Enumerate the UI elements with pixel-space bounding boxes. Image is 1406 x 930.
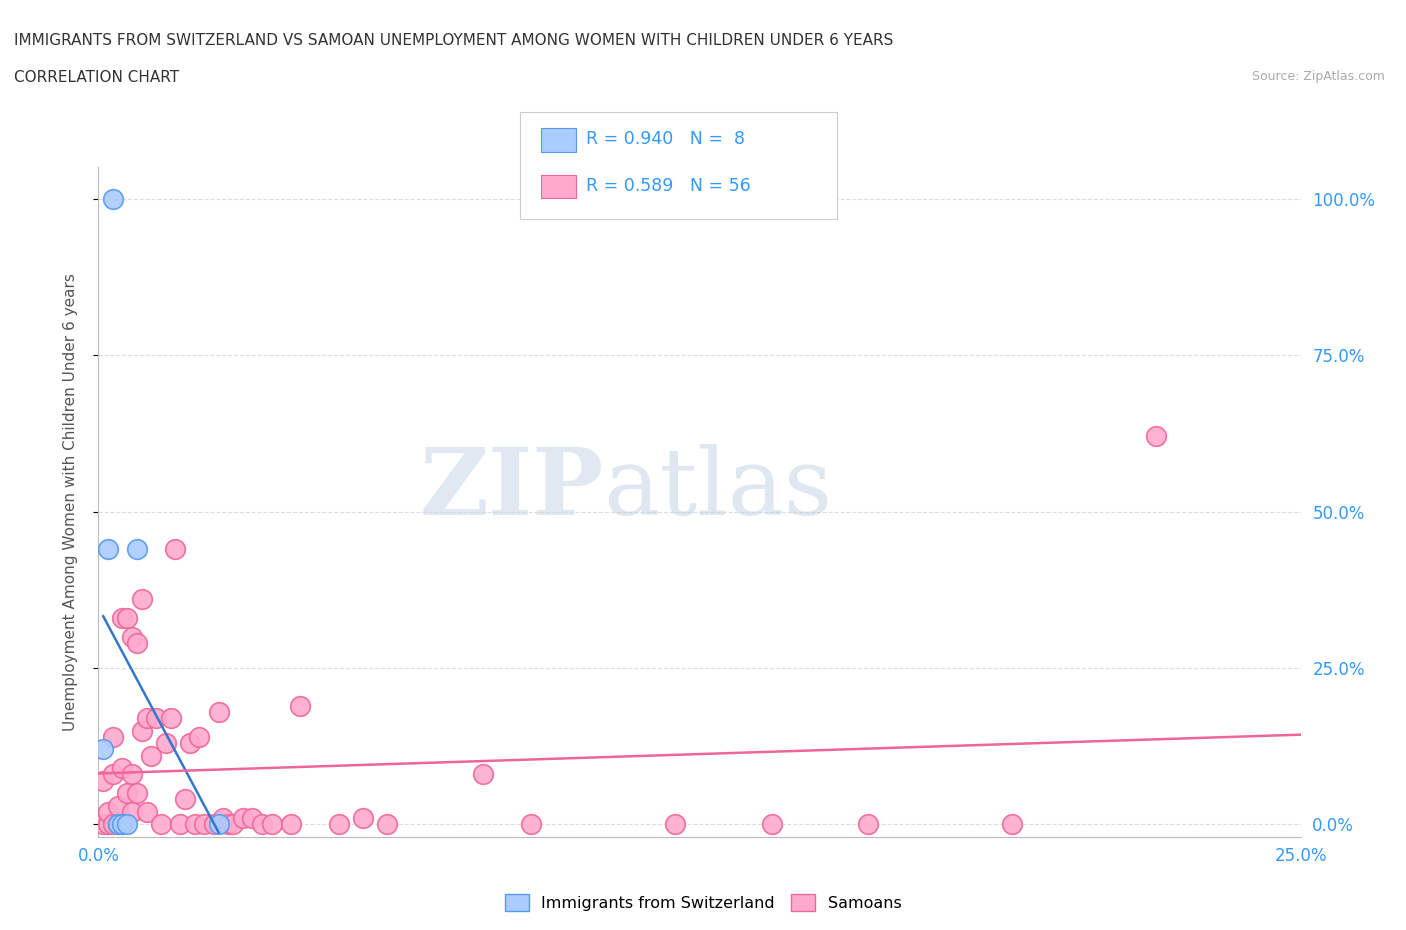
Text: CORRELATION CHART: CORRELATION CHART xyxy=(14,70,179,85)
Point xyxy=(125,635,148,650)
Point xyxy=(107,817,129,832)
Point xyxy=(121,804,143,819)
Point xyxy=(97,541,120,556)
Point xyxy=(188,729,211,744)
Point xyxy=(91,742,114,757)
Legend: Immigrants from Switzerland, Samoans: Immigrants from Switzerland, Samoans xyxy=(498,888,908,917)
Text: ZIP: ZIP xyxy=(419,444,603,534)
Point xyxy=(91,817,114,832)
Point xyxy=(101,767,124,782)
Point xyxy=(208,817,231,832)
Text: R = 0.940   N =  8: R = 0.940 N = 8 xyxy=(586,130,745,149)
Point xyxy=(375,817,398,832)
Point xyxy=(145,711,167,725)
Point xyxy=(155,736,177,751)
Point xyxy=(856,817,879,832)
Point xyxy=(91,773,114,788)
Point xyxy=(149,817,172,832)
Point xyxy=(290,698,312,713)
Point xyxy=(135,711,157,725)
Point xyxy=(664,817,686,832)
Point xyxy=(1144,429,1167,444)
Point xyxy=(240,811,263,826)
Point xyxy=(111,610,134,625)
Point xyxy=(260,817,283,832)
Text: atlas: atlas xyxy=(603,444,832,534)
Point xyxy=(202,817,225,832)
Point xyxy=(117,786,139,801)
Point xyxy=(222,817,245,832)
Point xyxy=(107,798,129,813)
Text: Source: ZipAtlas.com: Source: ZipAtlas.com xyxy=(1251,70,1385,83)
Point xyxy=(111,761,134,776)
Point xyxy=(111,817,134,832)
Point xyxy=(159,711,181,725)
Point xyxy=(232,811,254,826)
Point xyxy=(208,704,231,719)
Point xyxy=(174,792,197,807)
Point xyxy=(1001,817,1024,832)
Point xyxy=(212,811,235,826)
Point xyxy=(193,817,215,832)
Point xyxy=(97,817,120,832)
Point xyxy=(131,591,153,606)
Point xyxy=(101,192,124,206)
Point xyxy=(125,541,148,556)
Text: IMMIGRANTS FROM SWITZERLAND VS SAMOAN UNEMPLOYMENT AMONG WOMEN WITH CHILDREN UND: IMMIGRANTS FROM SWITZERLAND VS SAMOAN UN… xyxy=(14,33,893,47)
Point xyxy=(101,817,124,832)
Point xyxy=(352,811,374,826)
Text: R = 0.589   N = 56: R = 0.589 N = 56 xyxy=(586,177,751,195)
Point xyxy=(121,767,143,782)
Point xyxy=(131,724,153,738)
Point xyxy=(217,817,239,832)
Point xyxy=(520,817,543,832)
Point xyxy=(328,817,350,832)
Point xyxy=(169,817,191,832)
Point xyxy=(111,817,134,832)
Point xyxy=(97,804,120,819)
Point xyxy=(250,817,273,832)
Point xyxy=(165,541,187,556)
Point xyxy=(117,610,139,625)
Point xyxy=(107,817,129,832)
Point xyxy=(183,817,205,832)
Point xyxy=(280,817,302,832)
Point xyxy=(125,786,148,801)
Point xyxy=(761,817,783,832)
Point xyxy=(121,630,143,644)
Point xyxy=(101,729,124,744)
Point xyxy=(117,817,139,832)
Point xyxy=(135,804,157,819)
Y-axis label: Unemployment Among Women with Children Under 6 years: Unemployment Among Women with Children U… xyxy=(63,273,77,731)
Point xyxy=(141,749,163,764)
Point xyxy=(179,736,201,751)
Point xyxy=(472,767,495,782)
